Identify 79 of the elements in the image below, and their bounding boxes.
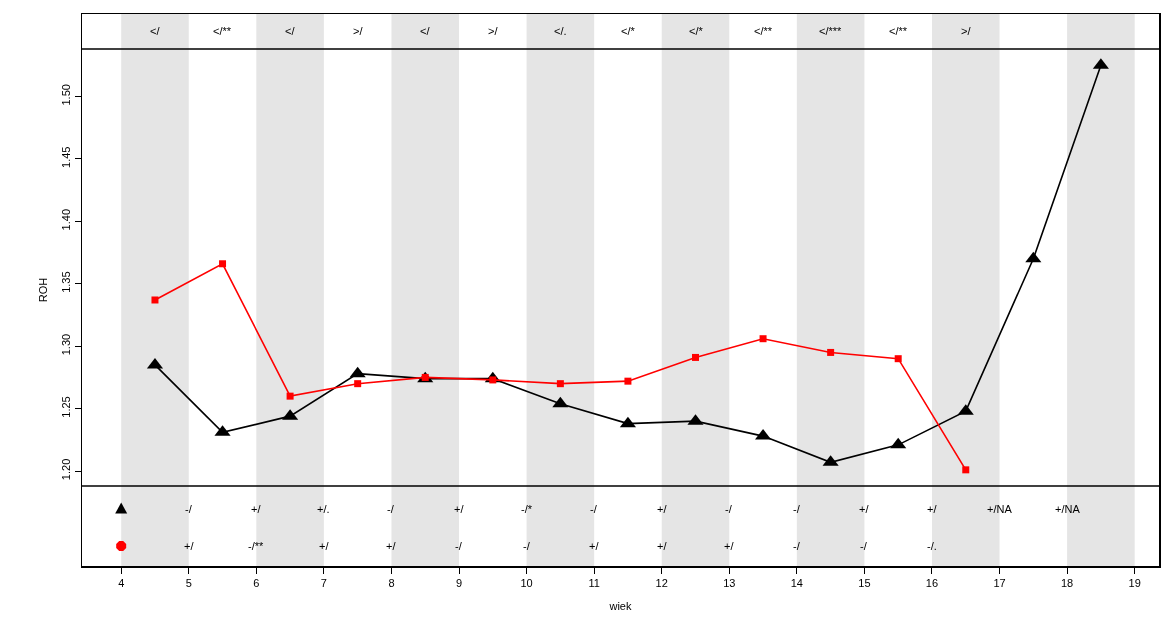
point bbox=[624, 377, 632, 385]
x-tick-label: 17 bbox=[993, 576, 1006, 589]
point bbox=[759, 335, 767, 343]
point bbox=[890, 437, 907, 449]
annotation: </** bbox=[754, 25, 773, 37]
annotation: +/ bbox=[386, 540, 397, 552]
annotation: -/* bbox=[521, 503, 533, 515]
x-tick-label: 4 bbox=[118, 576, 125, 589]
annotation: +/ bbox=[589, 540, 600, 552]
annotation: -/** bbox=[248, 540, 264, 552]
annotation: </*** bbox=[819, 25, 843, 37]
annotation: -/ bbox=[860, 540, 868, 552]
x-tick-label: 8 bbox=[388, 576, 395, 589]
annotation: -/ bbox=[793, 540, 801, 552]
x-tick-label: 10 bbox=[520, 576, 533, 589]
y-tick-label: 1.30 bbox=[60, 333, 73, 356]
y-tick-label: 1.20 bbox=[60, 458, 73, 481]
point bbox=[286, 392, 294, 400]
annotation: -/ bbox=[455, 540, 463, 552]
annotation: </** bbox=[213, 25, 232, 37]
point bbox=[962, 466, 970, 474]
annotation: +/ bbox=[251, 503, 262, 515]
annotation: +/ bbox=[319, 540, 330, 552]
y-tick-label: 1.50 bbox=[60, 84, 73, 106]
annotation: +/ bbox=[927, 503, 938, 515]
annotation: </* bbox=[621, 25, 636, 37]
annotation: </ bbox=[150, 25, 161, 37]
annotation: </ bbox=[285, 25, 296, 37]
x-tick-label: 7 bbox=[320, 576, 327, 589]
point bbox=[552, 396, 569, 408]
annotation: -/ bbox=[185, 503, 193, 515]
point bbox=[1025, 251, 1042, 263]
point bbox=[827, 348, 835, 356]
x-tick-label: 15 bbox=[858, 576, 871, 589]
point bbox=[349, 366, 366, 378]
annotation: +/ bbox=[657, 540, 668, 552]
x-tick-label: 13 bbox=[723, 576, 736, 589]
annotation: </* bbox=[689, 25, 704, 37]
point bbox=[151, 296, 159, 304]
annotation: +/. bbox=[317, 503, 330, 515]
y-tick-label: 1.25 bbox=[60, 396, 73, 418]
point bbox=[354, 380, 362, 388]
annotation: </** bbox=[889, 25, 908, 37]
x-tick-label: 12 bbox=[655, 576, 668, 589]
annotation: </. bbox=[554, 25, 567, 37]
y-tick-label: 1.35 bbox=[60, 271, 73, 293]
annotation: >/ bbox=[488, 25, 499, 37]
y-tick-label: 1.40 bbox=[60, 208, 73, 231]
x-tick-label: 14 bbox=[790, 576, 803, 589]
x-tick-label: 9 bbox=[455, 576, 463, 589]
y-tick-label: 1.45 bbox=[60, 146, 73, 168]
point bbox=[894, 355, 902, 363]
annotation: -/ bbox=[793, 503, 801, 515]
annotation: </ bbox=[420, 25, 431, 37]
annotation: -/ bbox=[725, 503, 733, 515]
annotation: -/ bbox=[387, 503, 395, 515]
annotation: -/. bbox=[927, 540, 937, 552]
point bbox=[692, 353, 699, 361]
annotation: -/ bbox=[590, 503, 598, 515]
point bbox=[219, 260, 227, 268]
annotation: >/ bbox=[353, 25, 364, 37]
x-tick-label: 18 bbox=[1060, 576, 1074, 589]
annotation: +/ bbox=[454, 503, 465, 515]
annotation: +/NA bbox=[1055, 503, 1081, 515]
x-tick-label: 6 bbox=[253, 576, 260, 589]
annotation: +/ bbox=[657, 503, 668, 515]
annotation: >/ bbox=[961, 25, 972, 37]
x-axis-title: wiek bbox=[608, 599, 632, 612]
x-tick-label: 11 bbox=[588, 576, 600, 589]
x-tick-label: 16 bbox=[925, 576, 939, 589]
x-tick-label: 19 bbox=[1128, 576, 1141, 589]
y-axis-title: ROH bbox=[37, 277, 49, 303]
annotation: +/ bbox=[724, 540, 735, 552]
annotation: +/NA bbox=[987, 503, 1013, 515]
point bbox=[556, 380, 564, 388]
x-tick-label: 5 bbox=[185, 576, 192, 589]
annotation: -/ bbox=[523, 540, 531, 552]
annotation: +/ bbox=[859, 503, 870, 515]
annotation: +/ bbox=[184, 540, 195, 552]
